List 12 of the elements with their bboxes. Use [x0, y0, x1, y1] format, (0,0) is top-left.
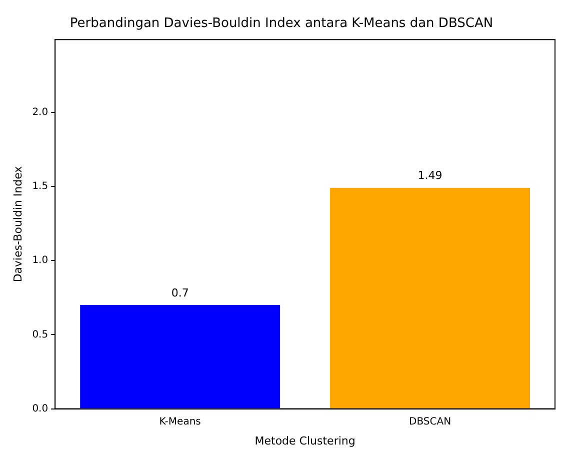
- x-tick-label: DBSCAN: [409, 416, 452, 428]
- x-tick-label: K-Means: [159, 416, 201, 428]
- y-axis-title: Davies-Bouldin Index: [11, 166, 24, 282]
- chart-title: Perbandingan Davies-Bouldin Index antara K-Means dan DBSCAN: [70, 16, 494, 32]
- x-axis-title: Metode Clustering: [254, 434, 356, 448]
- y-tick-label: 1.5: [32, 180, 48, 192]
- y-tick-label: 0.0: [32, 403, 48, 414]
- data-label: 0.7: [171, 286, 189, 300]
- data-label: 1.49: [418, 169, 442, 182]
- y-tick-label: 0.5: [32, 329, 48, 340]
- y-tick-label: 2.0: [32, 106, 48, 118]
- y-tick-label: 1.0: [32, 255, 48, 266]
